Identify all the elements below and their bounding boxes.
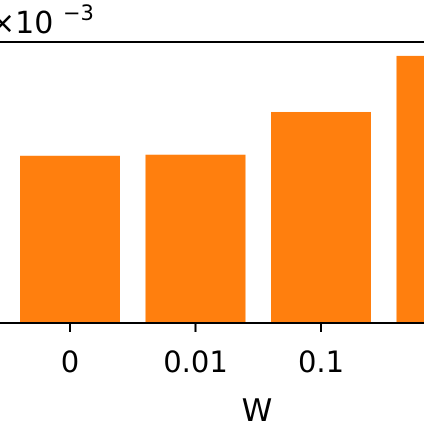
x-ticks-group: 0 0.01 0.1 xyxy=(61,323,344,379)
y-offset-exponent: −3 xyxy=(63,1,94,25)
bar-3 xyxy=(396,55,424,323)
x-axis-label: W xyxy=(242,393,273,424)
bar-0 xyxy=(20,155,120,323)
bars-group xyxy=(20,55,424,324)
x-tick-label-2: 0.1 xyxy=(298,345,344,379)
x-tick-label-0: 0 xyxy=(61,345,79,379)
bar-2 xyxy=(271,111,371,324)
x-tick-label-1: 0.01 xyxy=(163,345,228,379)
bar-1 xyxy=(145,154,246,323)
y-offset-label: ×10 −3 xyxy=(0,1,94,41)
y-offset-base: ×10 xyxy=(0,6,53,41)
